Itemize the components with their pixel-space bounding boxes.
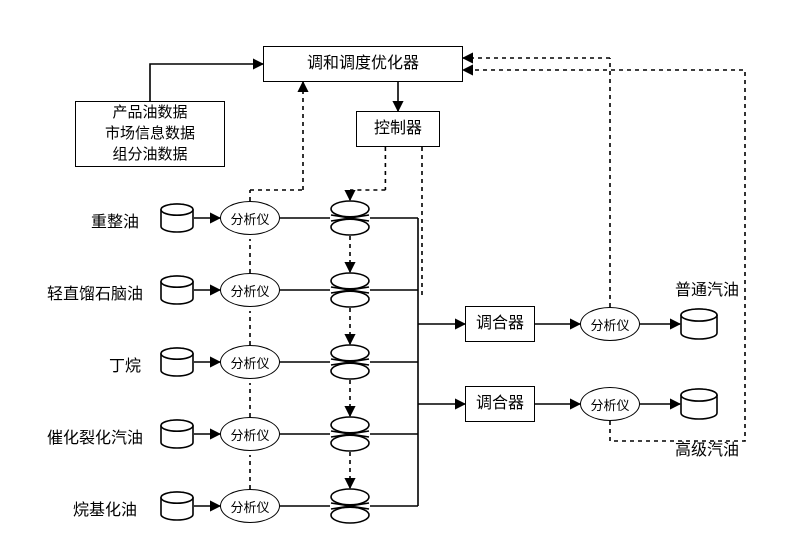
product-label-1: 普通汽油 — [662, 276, 752, 296]
feed-analyzer-4: 分析仪 — [220, 417, 280, 451]
valve-5 — [330, 488, 370, 524]
out-analyzer-1: 分析仪 — [580, 307, 640, 341]
feed-tank-4 — [160, 419, 194, 449]
feed-analyzer-1: 分析仪 — [220, 201, 280, 235]
blender-2: 调合器 — [465, 386, 535, 422]
feed-tank-2 — [160, 275, 194, 305]
feed-label-4: 催化裂化汽油 — [40, 424, 150, 444]
product-tank-2 — [680, 388, 718, 420]
data-box: 产品油数据 市场信息数据 组分油数据 — [75, 101, 225, 167]
feed-tank-1 — [160, 203, 194, 233]
product-label-2: 高级汽油 — [662, 436, 752, 456]
valve-4 — [330, 416, 370, 452]
valve-2 — [330, 272, 370, 308]
feed-label-2: 轻直馏石脑油 — [40, 280, 150, 300]
valve-3 — [330, 344, 370, 380]
feed-label-3: 丁烷 — [100, 352, 150, 372]
feed-label-1: 重整油 — [80, 208, 150, 228]
feed-tank-5 — [160, 491, 194, 521]
product-tank-1 — [680, 308, 718, 340]
feed-label-5: 烷基化油 — [60, 496, 150, 516]
optimizer-box: 调和调度优化器 — [263, 46, 463, 82]
feed-analyzer-5: 分析仪 — [220, 489, 280, 523]
feed-tank-3 — [160, 347, 194, 377]
controller-box: 控制器 — [356, 111, 440, 147]
valve-1 — [330, 200, 370, 236]
feed-analyzer-3: 分析仪 — [220, 345, 280, 379]
blender-1: 调合器 — [465, 306, 535, 342]
out-analyzer-2: 分析仪 — [580, 387, 640, 421]
feed-analyzer-2: 分析仪 — [220, 273, 280, 307]
